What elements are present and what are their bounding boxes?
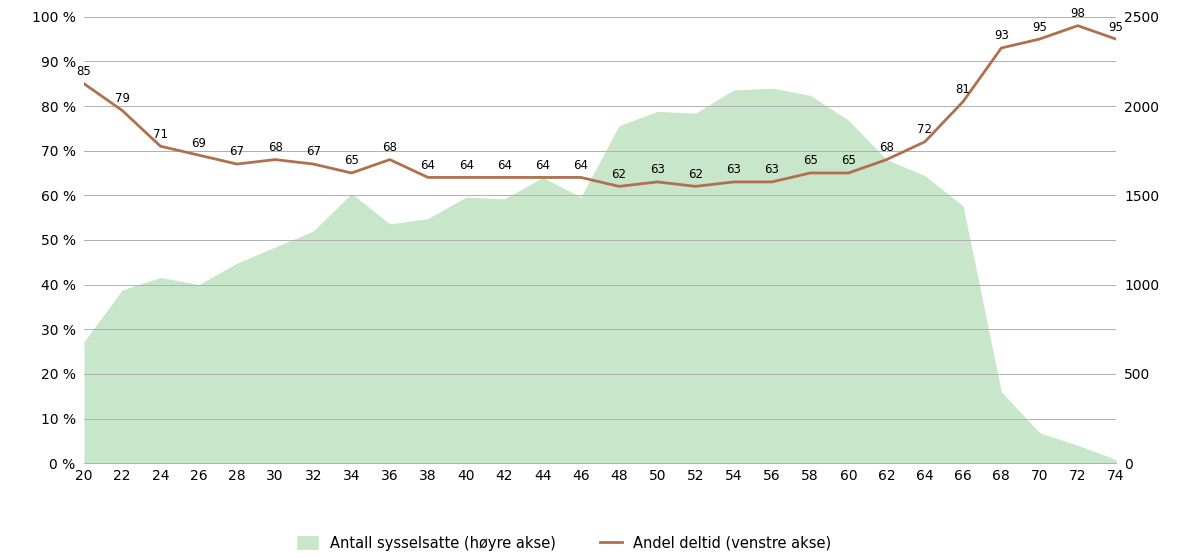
Text: 67: 67 — [229, 146, 245, 158]
Text: 64: 64 — [420, 159, 436, 172]
Text: 67: 67 — [306, 146, 320, 158]
Text: 69: 69 — [191, 137, 206, 150]
Text: 64: 64 — [458, 159, 474, 172]
Text: 95: 95 — [1109, 21, 1123, 33]
Text: 65: 65 — [841, 155, 856, 167]
Text: 68: 68 — [268, 141, 282, 154]
Text: 79: 79 — [115, 92, 130, 105]
Text: 95: 95 — [1032, 21, 1046, 33]
Text: 72: 72 — [917, 123, 932, 136]
Text: 65: 65 — [803, 155, 817, 167]
Text: 65: 65 — [344, 155, 359, 167]
Text: 63: 63 — [726, 163, 742, 176]
Text: 68: 68 — [880, 141, 894, 154]
Text: 64: 64 — [574, 159, 588, 172]
Text: 93: 93 — [994, 30, 1009, 42]
Text: 64: 64 — [497, 159, 512, 172]
Text: 64: 64 — [535, 159, 550, 172]
Text: 62: 62 — [688, 168, 703, 181]
Text: 71: 71 — [152, 128, 168, 141]
Text: 62: 62 — [612, 168, 626, 181]
Legend: Antall sysselsatte (høyre akse), Andel deltid (venstre akse): Antall sysselsatte (høyre akse), Andel d… — [296, 536, 832, 551]
Text: 63: 63 — [764, 163, 780, 176]
Text: 85: 85 — [77, 65, 91, 78]
Text: 68: 68 — [383, 141, 397, 154]
Text: 98: 98 — [1070, 7, 1085, 20]
Text: 81: 81 — [955, 83, 971, 96]
Text: 63: 63 — [650, 163, 665, 176]
